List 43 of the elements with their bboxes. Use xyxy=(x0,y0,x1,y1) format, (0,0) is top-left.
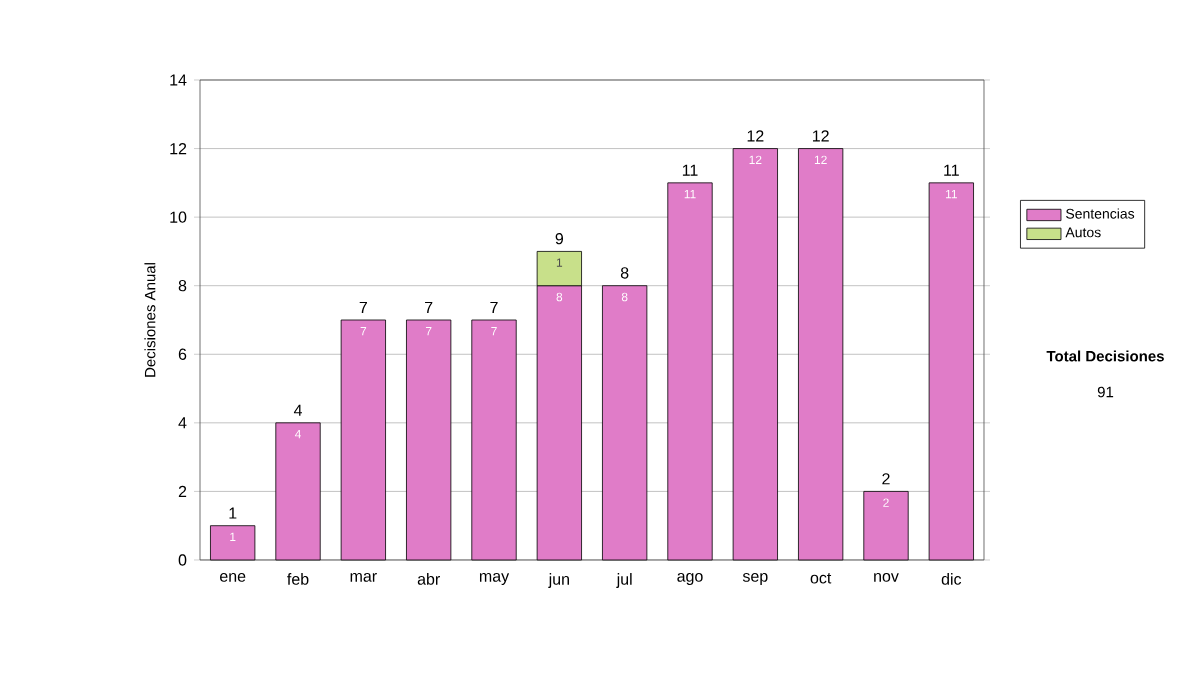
total-label: 9 xyxy=(555,233,564,245)
y-tick-label: 8 xyxy=(178,280,187,292)
bar xyxy=(667,182,713,561)
total-label: 11 xyxy=(682,164,698,176)
total-label: 2 xyxy=(882,473,890,485)
total-label: 7 xyxy=(359,301,367,313)
x-tick-label: jun xyxy=(548,573,569,588)
y-tick-label: 0 xyxy=(178,554,187,566)
bar xyxy=(602,285,648,561)
x-tick-label: oct xyxy=(810,573,832,584)
x-tick-label: ago xyxy=(677,573,703,585)
y-tick-label: 2 xyxy=(178,485,187,497)
bar xyxy=(471,319,517,561)
total-label: 12 xyxy=(747,130,764,142)
x-tick-label: sep xyxy=(742,573,768,585)
x-tick-label: dic xyxy=(941,573,962,585)
bar xyxy=(406,319,452,561)
total-label: 11 xyxy=(944,164,959,176)
x-tick-label: abr xyxy=(417,573,440,585)
total-label: 1 xyxy=(229,507,237,519)
bar xyxy=(928,182,974,561)
x-tick-label: may xyxy=(479,573,510,585)
y-tick-label: 6 xyxy=(178,348,187,360)
total-label: 7 xyxy=(425,301,433,313)
bar xyxy=(275,422,321,561)
bar xyxy=(210,525,256,561)
y-tick-label: 12 xyxy=(170,142,187,155)
y-tick-label: 14 xyxy=(170,74,187,86)
x-tick-label: jul xyxy=(616,573,632,588)
y-tick-label: 10 xyxy=(170,211,187,223)
total-label: 12 xyxy=(812,130,829,142)
x-tick-label: mar xyxy=(350,573,377,582)
x-tick-label: nov xyxy=(874,573,899,582)
bar xyxy=(863,491,909,561)
x-tick-label: feb xyxy=(287,573,309,585)
y-tick-label: 4 xyxy=(178,417,187,429)
total-label: 7 xyxy=(490,301,498,313)
total-label: 8 xyxy=(620,267,629,279)
bar xyxy=(732,148,778,561)
bar xyxy=(798,148,844,561)
total-label: 4 xyxy=(293,404,302,416)
x-tick-label: ene xyxy=(220,573,246,582)
bar xyxy=(340,319,386,561)
